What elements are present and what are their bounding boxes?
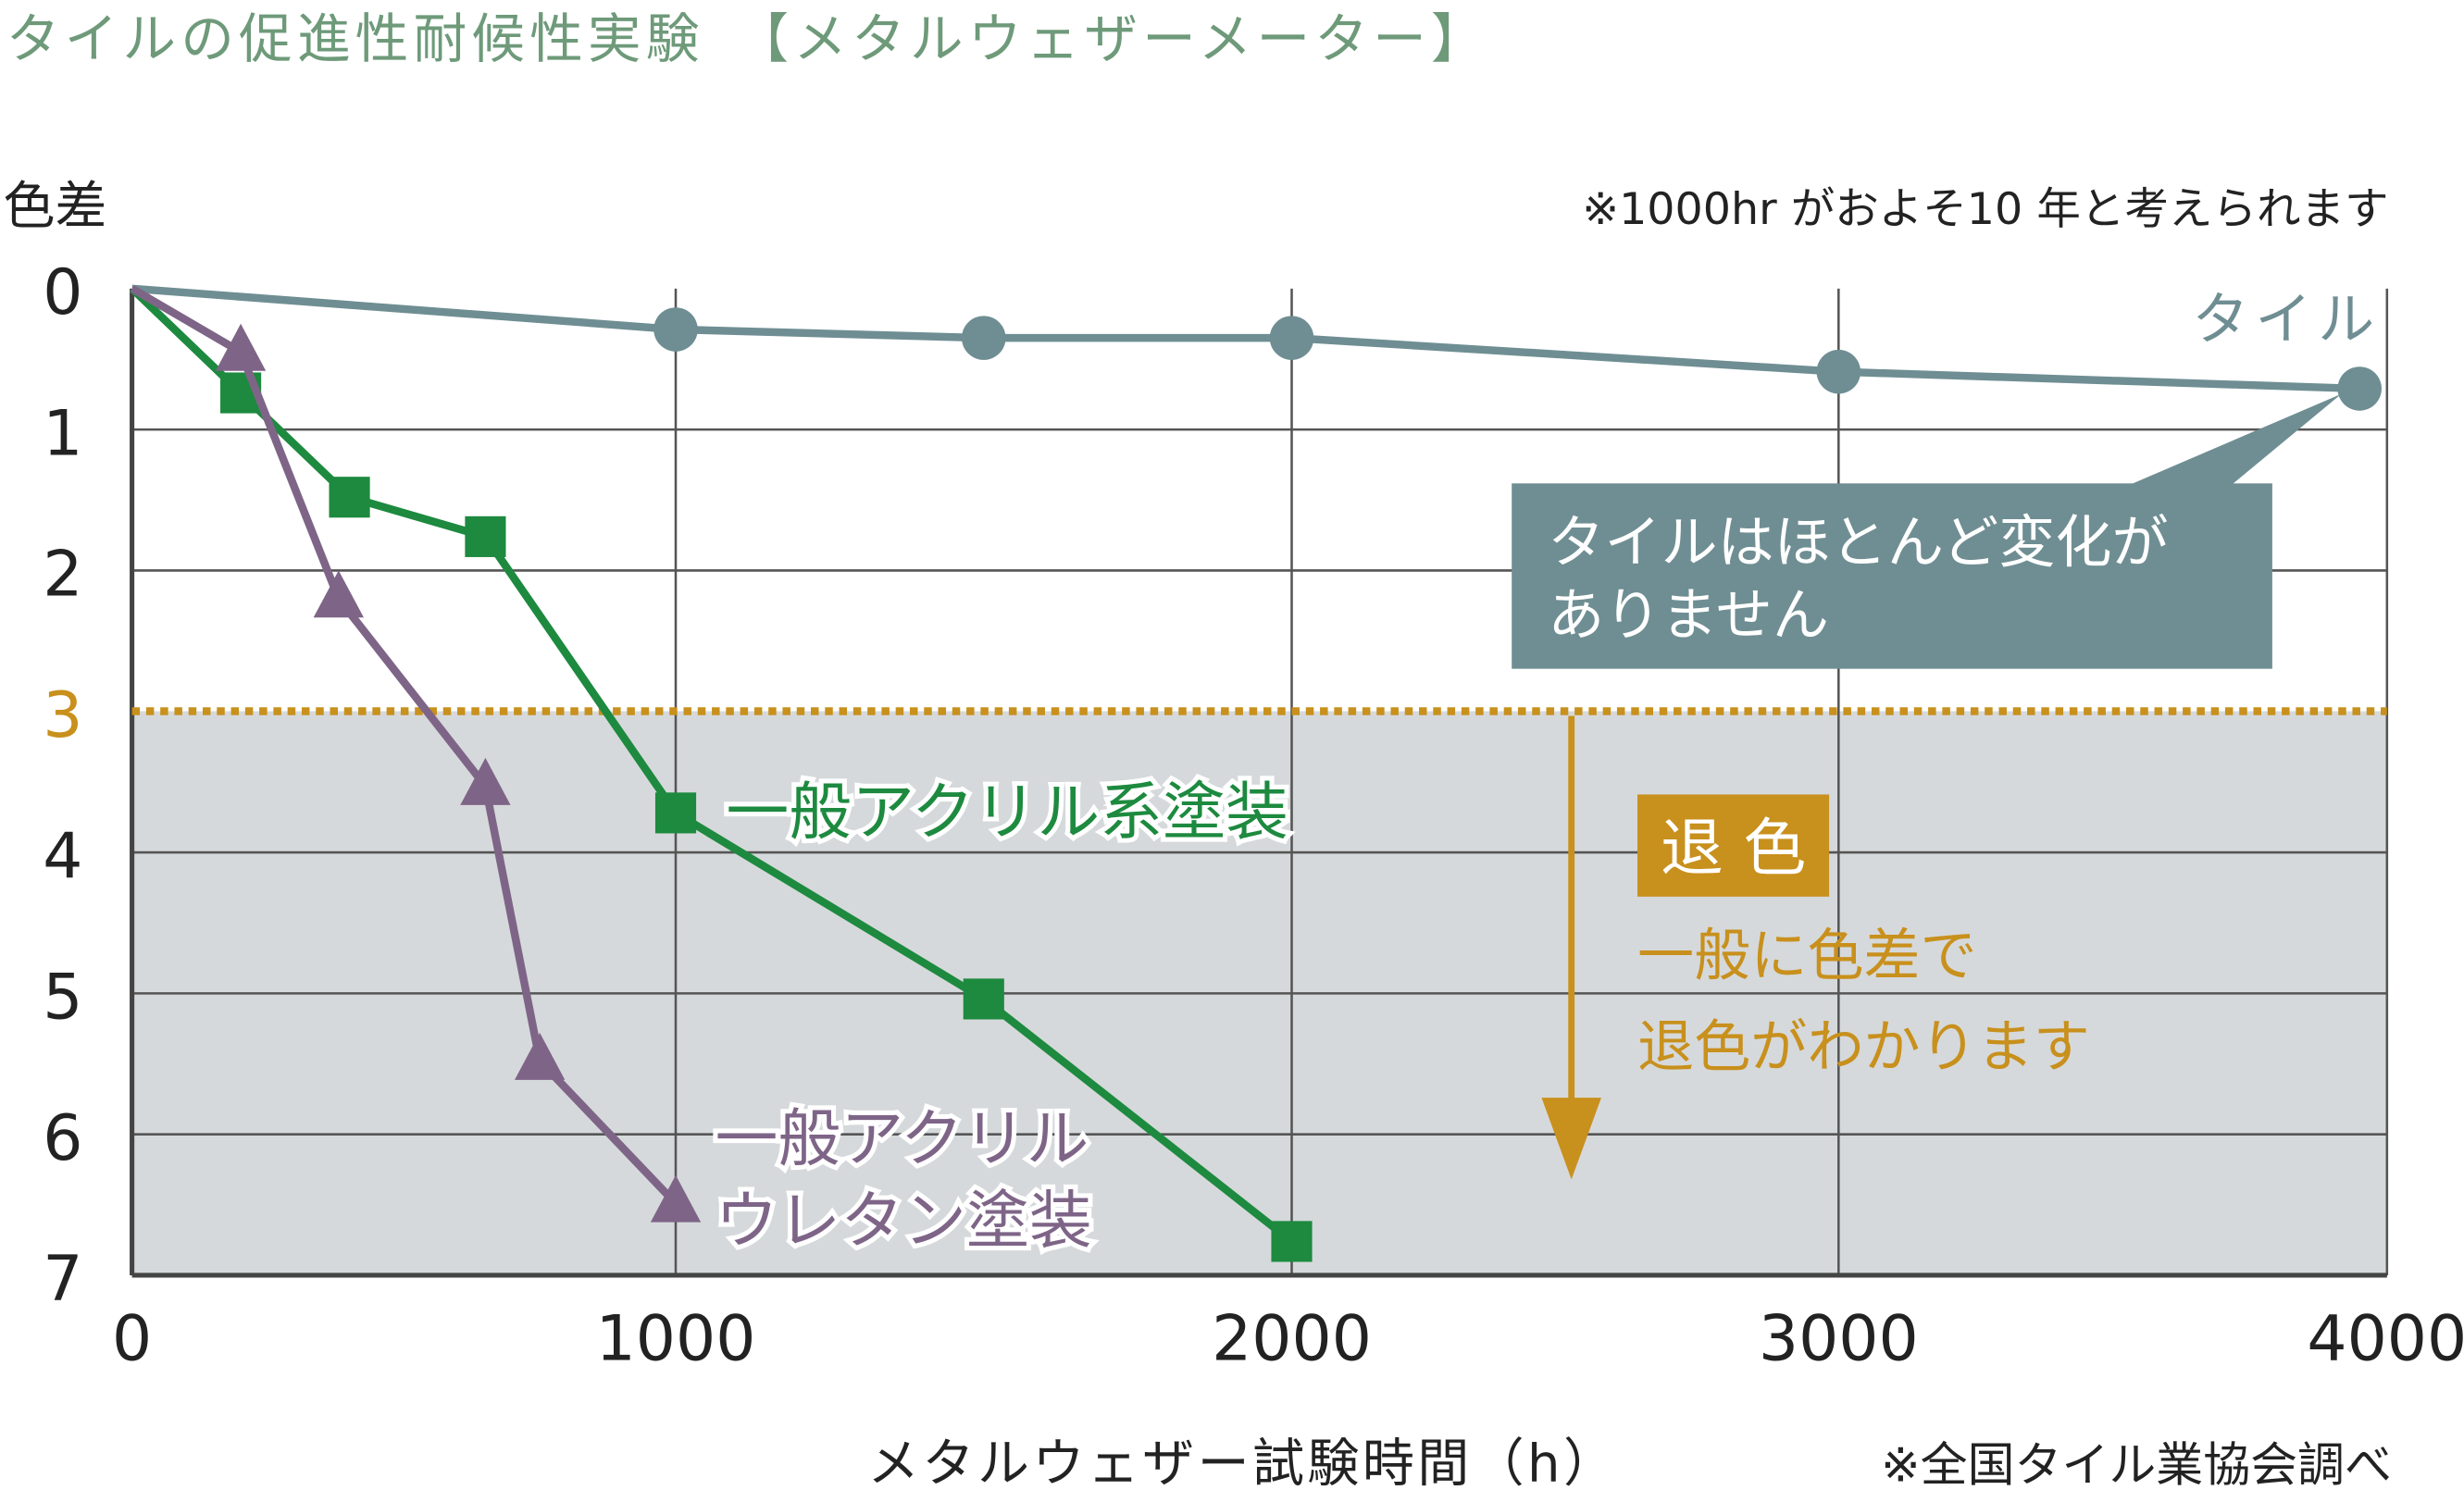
fade-text-line2: 退色がわかります — [1637, 1014, 2090, 1080]
data-point-square — [465, 515, 506, 557]
fade-arrow-head-icon — [1541, 1098, 1601, 1180]
data-point-triangle — [313, 570, 364, 618]
data-point-circle — [1269, 316, 1314, 360]
series-line-circle — [131, 284, 2360, 393]
data-point-square — [963, 978, 1004, 1020]
x-tick-label: 0 — [112, 1303, 152, 1376]
y-tick-label: 3 — [43, 679, 82, 752]
y-tick-label: 5 — [43, 962, 82, 1035]
y-axis-label: 色差 — [3, 177, 106, 237]
series-label-tile: タイル — [2192, 287, 2381, 353]
x-tick-label: 2000 — [1212, 1303, 1372, 1376]
series-line-triangle — [130, 285, 679, 1207]
fade-badge-text: 退 色 — [1661, 813, 1806, 886]
y-tick-label: 2 — [43, 539, 82, 612]
source-note: ※全国タイル業協会調べ — [1881, 1438, 2392, 1490]
series-group — [129, 284, 2382, 1262]
x-tick-label: 4000 — [2307, 1303, 2464, 1376]
data-point-square — [654, 792, 697, 834]
y-tick-label: 0 — [43, 256, 82, 329]
fade-text-line1: 一般に色差で — [1637, 924, 1977, 989]
fade-badge — [1637, 794, 1830, 897]
series-label-acrylic: 一般アクリル系塗装 — [726, 776, 1288, 850]
callout-pointer — [2129, 393, 2342, 486]
data-point-circle — [1816, 349, 1861, 394]
y-tick-label: 7 — [43, 1243, 82, 1316]
x-axis-label: メタルウェザー試験時間（h） — [867, 1434, 1618, 1490]
data-point-triangle — [650, 1174, 702, 1223]
series-label-urethane-line2: ウレタン塗装 — [715, 1185, 1091, 1258]
x-tick-label: 3000 — [1759, 1303, 1919, 1376]
series-label-urethane-line1: 一般アクリル — [715, 1103, 1089, 1176]
data-point-square — [1271, 1221, 1313, 1262]
data-point-square — [329, 477, 370, 518]
y-tick-label: 4 — [43, 820, 82, 893]
y-tick-label: 6 — [43, 1102, 82, 1175]
tile-callout-line2: ありません — [1548, 582, 1829, 648]
data-point-triangle — [514, 1032, 566, 1080]
data-point-circle — [961, 316, 1006, 360]
grid — [130, 288, 2389, 1278]
tile-callout-box — [1512, 483, 2272, 669]
data-point-circle — [653, 307, 698, 352]
y-tick-label: 1 — [43, 397, 82, 470]
note-top: ※1000hr がおよそ10 年と考えられます — [1582, 184, 2388, 235]
data-point-triangle — [215, 323, 267, 371]
x-tick-label: 1000 — [596, 1303, 756, 1376]
data-point-circle — [2337, 366, 2382, 411]
data-point-triangle — [460, 757, 511, 805]
chart-title: タイルの促進性耐候性実験 【メタルウェザーメーター】 — [6, 7, 1489, 70]
tile-callout-line1: タイルはほとんど変化が — [1548, 510, 2168, 576]
